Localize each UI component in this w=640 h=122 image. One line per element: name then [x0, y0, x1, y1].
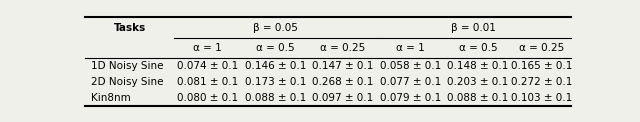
Text: 0.148 ± 0.1: 0.148 ± 0.1: [447, 61, 509, 71]
Text: 0.268 ± 0.1: 0.268 ± 0.1: [312, 77, 374, 87]
Text: 0.173 ± 0.1: 0.173 ± 0.1: [244, 77, 306, 87]
Text: α = 0.25: α = 0.25: [518, 43, 564, 53]
Text: Kin8nm: Kin8nm: [91, 93, 131, 103]
Text: 0.147 ± 0.1: 0.147 ± 0.1: [312, 61, 374, 71]
Text: α = 0.5: α = 0.5: [459, 43, 497, 53]
Text: 0.097 ± 0.1: 0.097 ± 0.1: [312, 93, 374, 103]
Text: 0.088 ± 0.1: 0.088 ± 0.1: [244, 93, 306, 103]
Text: 0.079 ± 0.1: 0.079 ± 0.1: [380, 93, 441, 103]
Text: 0.088 ± 0.1: 0.088 ± 0.1: [447, 93, 509, 103]
Text: β = 0.01: β = 0.01: [451, 23, 496, 33]
Text: 0.103 ± 0.1: 0.103 ± 0.1: [511, 93, 572, 103]
Text: 0.074 ± 0.1: 0.074 ± 0.1: [177, 61, 239, 71]
Text: 0.077 ± 0.1: 0.077 ± 0.1: [380, 77, 441, 87]
Text: 0.165 ± 0.1: 0.165 ± 0.1: [511, 61, 572, 71]
Text: 0.272 ± 0.1: 0.272 ± 0.1: [511, 77, 572, 87]
Text: Tasks: Tasks: [113, 23, 146, 33]
Text: 0.058 ± 0.1: 0.058 ± 0.1: [380, 61, 441, 71]
Text: α = 1: α = 1: [396, 43, 425, 53]
Text: 0.080 ± 0.1: 0.080 ± 0.1: [177, 93, 238, 103]
Text: 0.081 ± 0.1: 0.081 ± 0.1: [177, 77, 239, 87]
Text: 1D Noisy Sine: 1D Noisy Sine: [91, 61, 163, 71]
Text: 0.203 ± 0.1: 0.203 ± 0.1: [447, 77, 509, 87]
Text: α = 0.5: α = 0.5: [256, 43, 294, 53]
Text: 2D Noisy Sine: 2D Noisy Sine: [91, 77, 163, 87]
Text: β = 0.05: β = 0.05: [253, 23, 298, 33]
Text: α = 1: α = 1: [193, 43, 222, 53]
Text: 0.146 ± 0.1: 0.146 ± 0.1: [244, 61, 306, 71]
Text: α = 0.25: α = 0.25: [320, 43, 365, 53]
